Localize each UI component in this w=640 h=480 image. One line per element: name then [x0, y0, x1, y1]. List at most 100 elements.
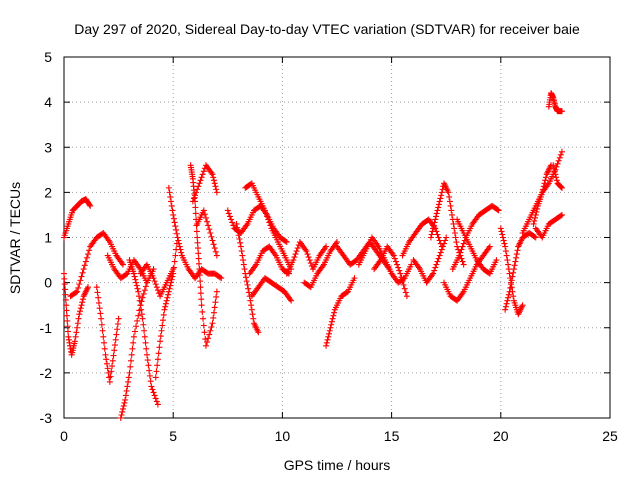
data-point-marker — [200, 207, 207, 214]
data-point-marker — [197, 290, 204, 297]
data-point-marker — [193, 189, 200, 196]
data-point-marker — [138, 311, 145, 318]
data-point-marker — [497, 225, 504, 232]
data-point-marker — [150, 389, 157, 396]
data-point-marker — [168, 202, 175, 209]
data-point-marker — [435, 234, 442, 241]
grid-lines — [64, 57, 610, 418]
data-point-marker — [217, 274, 224, 281]
data-point-marker — [429, 228, 436, 235]
data-point-marker — [200, 168, 207, 175]
data-point-marker — [456, 252, 463, 259]
series-arc-21 — [301, 239, 340, 291]
data-point-marker — [134, 285, 141, 292]
series-arc-07 — [126, 257, 161, 408]
data-point-marker — [510, 266, 517, 273]
data-point-marker — [551, 168, 558, 175]
data-point-marker — [427, 234, 434, 241]
data-point-marker — [519, 302, 526, 309]
data-point-marker — [229, 219, 236, 226]
data-point-marker — [261, 207, 268, 214]
data-point-marker — [166, 285, 173, 292]
data-point-marker — [127, 357, 134, 364]
data-point-marker — [199, 171, 206, 178]
data-point-marker — [157, 333, 164, 340]
data-point-marker — [195, 183, 202, 190]
series-arc-22 — [323, 275, 358, 349]
data-point-marker — [160, 317, 167, 324]
data-point-marker — [123, 387, 130, 394]
data-point-marker — [237, 239, 244, 246]
data-point-marker — [154, 401, 161, 408]
data-point-marker — [153, 284, 160, 291]
data-point-marker — [117, 415, 124, 421]
series-arc-33 — [502, 229, 539, 313]
data-point-marker — [196, 180, 203, 187]
data-point-marker — [173, 226, 180, 233]
data-point-marker — [459, 243, 466, 250]
data-point-marker — [224, 207, 231, 214]
x-tick-label: 25 — [602, 428, 618, 444]
data-point-marker — [558, 108, 565, 115]
data-point-marker — [437, 195, 444, 202]
data-point-marker — [156, 344, 163, 351]
data-point-marker — [431, 219, 438, 226]
data-point-marker — [79, 296, 86, 303]
series-arc-09 — [152, 234, 181, 381]
data-point-marker — [450, 220, 457, 227]
data-point-marker — [458, 246, 465, 253]
data-point-marker — [152, 281, 159, 288]
y-tick-label: 2 — [44, 184, 52, 200]
data-point-marker — [395, 264, 402, 271]
data-point-marker — [166, 189, 173, 196]
data-point-marker — [328, 318, 335, 325]
data-point-marker — [460, 261, 467, 268]
data-point-marker — [307, 260, 314, 267]
data-point-marker — [494, 206, 501, 213]
data-points — [61, 90, 565, 421]
data-point-marker — [209, 171, 216, 178]
data-point-marker — [201, 211, 208, 218]
data-point-marker — [453, 239, 460, 246]
data-point-marker — [243, 278, 250, 285]
data-point-marker — [198, 296, 205, 303]
data-point-marker — [512, 258, 519, 265]
data-point-marker — [540, 186, 547, 193]
data-point-marker — [291, 254, 298, 261]
series-arc-37 — [545, 90, 565, 115]
data-point-marker — [129, 345, 136, 352]
data-point-marker — [304, 251, 311, 258]
data-point-marker — [138, 306, 145, 313]
data-point-marker — [130, 270, 137, 277]
data-point-marker — [168, 276, 175, 283]
data-point-marker — [135, 293, 142, 300]
data-point-marker — [240, 257, 247, 264]
data-point-marker — [134, 317, 141, 324]
data-point-marker — [87, 202, 94, 209]
data-point-marker — [170, 215, 177, 222]
data-point-marker — [394, 261, 401, 268]
data-point-marker — [133, 279, 140, 286]
y-tick-label: -1 — [40, 320, 53, 336]
data-point-marker — [137, 302, 144, 309]
data-point-marker — [245, 285, 252, 292]
data-point-marker — [192, 192, 199, 199]
data-point-marker — [326, 327, 333, 334]
data-point-marker — [204, 218, 211, 225]
data-point-marker — [122, 392, 129, 399]
data-point-marker — [98, 315, 105, 322]
data-point-marker — [112, 336, 119, 343]
data-point-marker — [170, 270, 177, 277]
data-point-marker — [196, 260, 203, 267]
data-point-marker — [531, 217, 538, 224]
data-point-marker — [210, 241, 217, 248]
data-point-marker — [235, 232, 242, 239]
data-point-marker — [534, 205, 541, 212]
y-tick-label: 0 — [44, 275, 52, 291]
data-point-marker — [247, 297, 254, 304]
data-point-marker — [437, 249, 444, 256]
data-point-marker — [195, 250, 202, 257]
data-point-marker — [454, 243, 461, 250]
data-point-marker — [202, 342, 209, 349]
data-point-marker — [209, 320, 216, 327]
